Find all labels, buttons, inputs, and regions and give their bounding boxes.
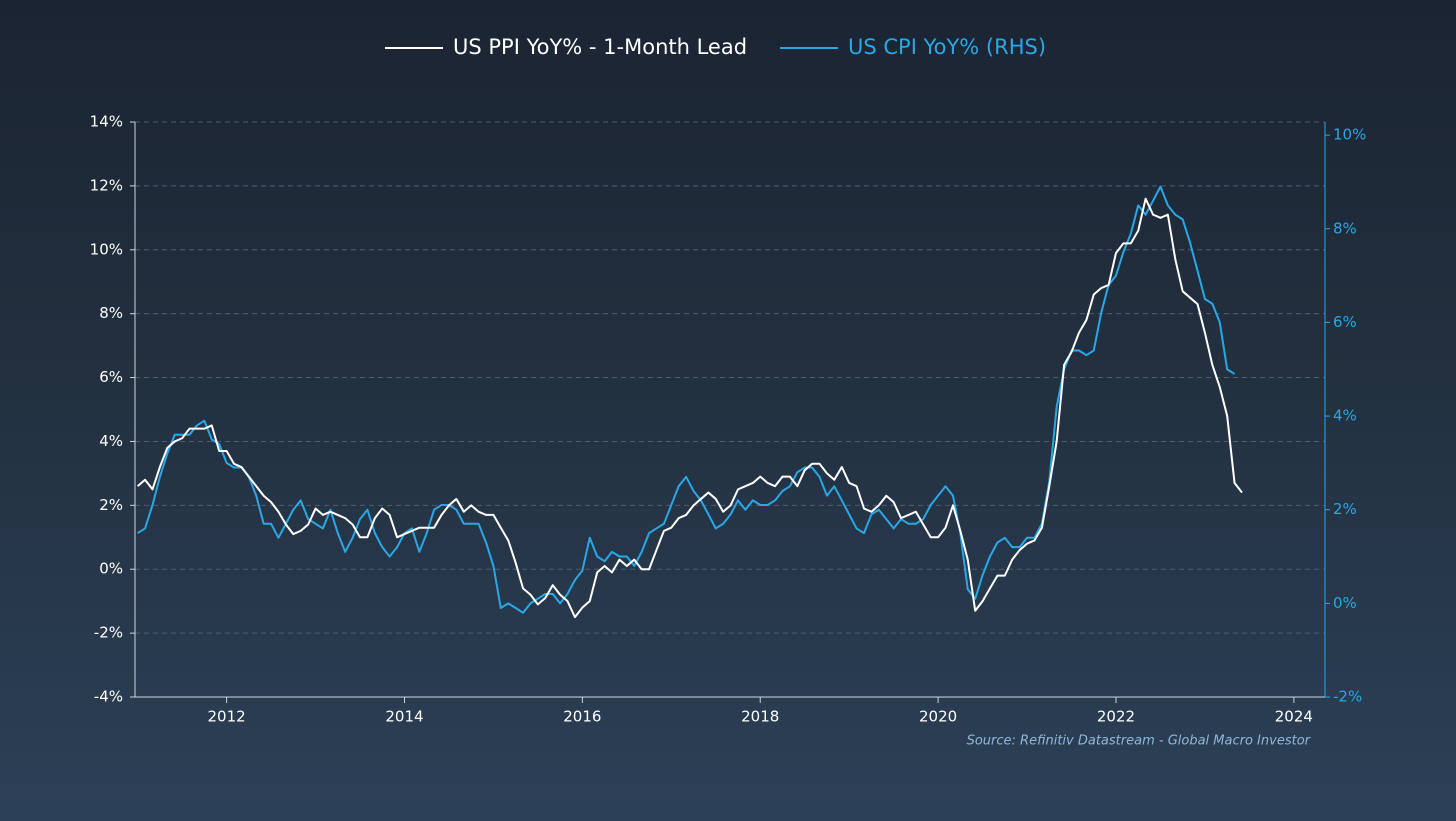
series-line xyxy=(137,185,1236,614)
y-tick-label: -2% xyxy=(94,624,123,642)
x-tick-label: 2022 xyxy=(1097,708,1135,726)
y-tick-label: 0% xyxy=(99,560,123,578)
source-note: Source: Refinitiv Datastream - Global Ma… xyxy=(967,734,1312,749)
x-tick-label: 2018 xyxy=(741,708,779,726)
y2-tick-label: 2% xyxy=(1333,500,1357,518)
y-tick-label: 4% xyxy=(99,432,123,450)
y2-tick-label: 10% xyxy=(1333,126,1366,144)
y-tick-label: 12% xyxy=(90,176,123,194)
legend-label: US PPI YoY% - 1-Month Lead xyxy=(453,35,747,59)
y2-tick-label: 8% xyxy=(1333,219,1357,237)
x-tick-label: 2014 xyxy=(385,708,423,726)
y-tick-label: 6% xyxy=(99,368,123,386)
y2-tick-label: -2% xyxy=(1333,688,1362,706)
y-tick-label: -4% xyxy=(94,688,123,706)
series-line xyxy=(137,197,1243,619)
y2-tick-label: 0% xyxy=(1333,594,1357,612)
x-tick-label: 2016 xyxy=(563,708,601,726)
legend-label: US CPI YoY% (RHS) xyxy=(848,35,1046,59)
y-tick-label: 8% xyxy=(99,304,123,322)
x-tick-label: 2020 xyxy=(919,708,957,726)
y2-tick-label: 6% xyxy=(1333,313,1357,331)
y-tick-label: 14% xyxy=(90,113,123,131)
x-tick-label: 2012 xyxy=(208,708,246,726)
y2-tick-label: 4% xyxy=(1333,407,1357,425)
y-tick-label: 10% xyxy=(90,240,123,258)
y-tick-label: 2% xyxy=(99,496,123,514)
x-tick-label: 2024 xyxy=(1275,708,1313,726)
